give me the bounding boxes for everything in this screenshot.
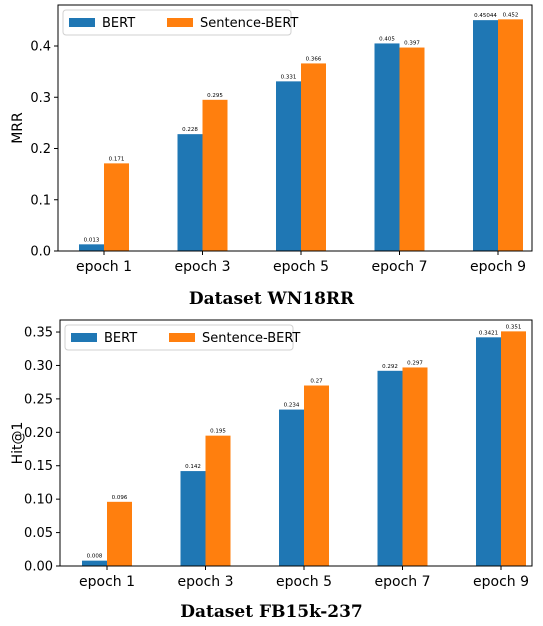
bar-bert-5 (473, 20, 498, 251)
data-label: 0.171 (109, 156, 125, 162)
bar-bert-5 (476, 337, 501, 566)
y-tick-label: 0.25 (24, 392, 53, 407)
caption-fb15k-237: Dataset FB15k-237 (180, 602, 363, 622)
bar-sentence-bert-2 (205, 435, 231, 566)
data-label: 0.234 (284, 403, 300, 409)
caption-wn18rr: Dataset WN18RR (188, 289, 355, 309)
bar-sentence-bert-3 (304, 385, 329, 566)
y-tick-label: 0.15 (24, 459, 53, 474)
bar-bert-1 (79, 244, 104, 251)
bar-sentence-bert-4 (399, 47, 425, 251)
data-label: 0.297 (407, 360, 423, 366)
legend-label-bert: BERT (102, 16, 135, 31)
bar-sentence-bert-1 (104, 163, 129, 251)
bar-sentence-bert-5 (501, 331, 526, 566)
x-tick-label: epoch 5 (276, 574, 332, 590)
data-label: 0.228 (182, 127, 198, 133)
bar-sentence-bert-5 (498, 19, 523, 251)
y-tick-label: 0.10 (24, 493, 53, 508)
y-tick-label: 0.2 (30, 142, 51, 157)
data-label: 0.351 (506, 324, 522, 330)
x-tick-label: epoch 7 (375, 574, 431, 590)
legend-swatch-bert (69, 18, 95, 27)
data-label: 0.397 (404, 41, 420, 47)
x-tick-label: epoch 1 (76, 259, 132, 275)
bar-bert-1 (82, 560, 107, 566)
x-tick-label: epoch 7 (372, 259, 428, 275)
data-label: 0.27 (310, 379, 323, 385)
x-tick-label: epoch 1 (79, 574, 135, 590)
legend-swatch-sentence-bert (169, 333, 195, 342)
bar-bert-4 (377, 370, 403, 566)
y-tick-label: 0.1 (30, 193, 51, 208)
data-label: 0.45044 (474, 13, 497, 19)
mrr-chart: 0.013 0.171 epoch 1 0.228 0.295 epoch 3 0.331 0… (10, 4, 533, 275)
x-tick-label: epoch 9 (470, 259, 526, 275)
data-label: 0.331 (281, 74, 297, 80)
bar-sentence-bert-2 (202, 99, 228, 251)
hit1-chart: 0.008 0.096 epoch 1 0.142 0.195 epoch 3 0.234 0… (10, 319, 533, 590)
plot-frame (59, 319, 533, 567)
y-tick-label: 0.00 (24, 560, 53, 575)
data-label: 0.295 (207, 93, 223, 99)
bar-bert-3 (276, 81, 301, 251)
legend-swatch-sentence-bert (167, 18, 193, 27)
legend-label-bert: BERT (104, 331, 137, 346)
data-label: 0.195 (210, 429, 226, 435)
data-label: 0.096 (112, 495, 128, 501)
y-axis-label: Hit@1 (10, 422, 26, 465)
bar-sentence-bert-4 (402, 367, 428, 566)
plot-frame (57, 4, 533, 252)
y-tick-label: 0.30 (24, 359, 53, 374)
data-label: 0.292 (382, 364, 398, 370)
bar-bert-2 (180, 471, 206, 566)
data-label: 0.013 (84, 237, 100, 243)
data-label: 0.452 (503, 12, 519, 18)
y-tick-label: 0.4 (30, 40, 51, 55)
y-tick-label: 0.0 (30, 245, 51, 260)
x-tick-label: epoch 9 (473, 574, 529, 590)
y-tick-label: 0.05 (24, 526, 53, 541)
bar-bert-4 (374, 43, 400, 251)
x-tick-label: epoch 3 (175, 259, 231, 275)
x-tick-label: epoch 3 (178, 574, 234, 590)
legend-swatch-bert (71, 333, 97, 342)
bar-sentence-bert-3 (301, 63, 326, 251)
y-tick-label: 0.35 (24, 326, 53, 341)
data-label: 0.3421 (479, 330, 498, 336)
legend-label-sentence-bert: Sentence-BERT (200, 16, 298, 31)
data-label: 0.142 (185, 464, 201, 470)
y-axis-label: MRR (10, 112, 26, 144)
data-label: 0.405 (379, 36, 395, 42)
y-tick-label: 0.20 (24, 426, 53, 441)
data-label: 0.008 (87, 554, 103, 560)
x-tick-label: epoch 5 (273, 259, 329, 275)
legend-label-sentence-bert: Sentence-BERT (202, 331, 300, 346)
data-label: 0.366 (306, 56, 322, 62)
bar-sentence-bert-1 (107, 501, 132, 566)
bar-bert-3 (279, 409, 304, 566)
y-tick-label: 0.3 (30, 91, 51, 106)
bar-bert-2 (177, 134, 203, 251)
